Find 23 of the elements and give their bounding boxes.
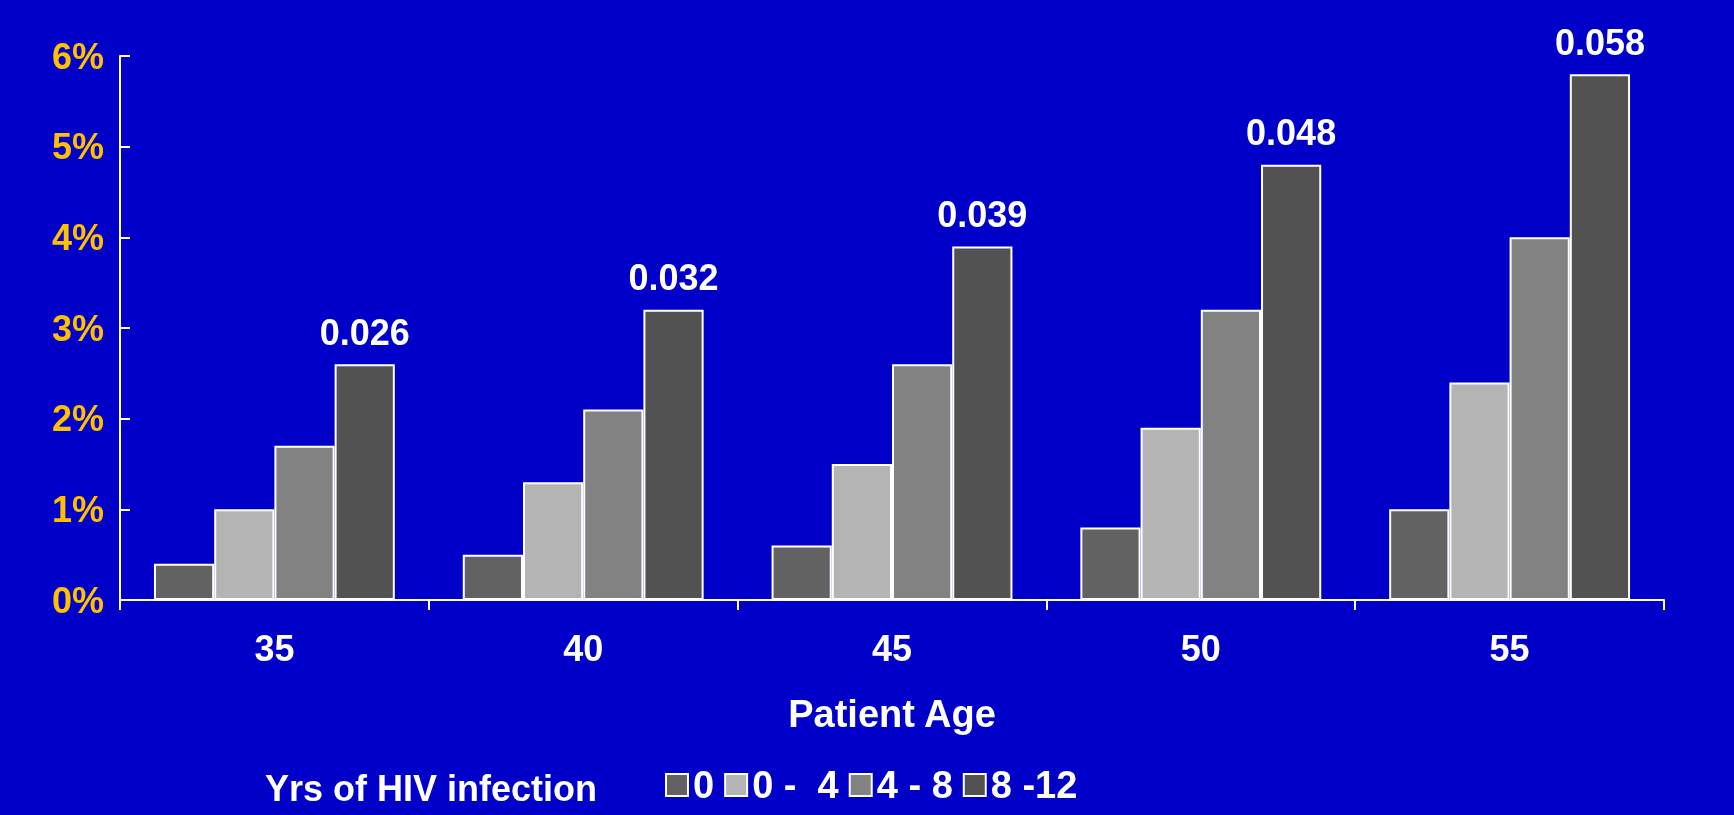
data-label: 0.026 xyxy=(319,311,410,353)
legend-label: 0 - 4 xyxy=(752,764,839,806)
y-tick-label: 3% xyxy=(51,307,104,349)
data-label: 0.039 xyxy=(937,193,1028,235)
x-tick-label: 55 xyxy=(1489,627,1530,669)
y-tick-label: 5% xyxy=(51,126,104,168)
x-tick-label: 45 xyxy=(871,627,913,669)
y-tick-label: 1% xyxy=(51,488,104,530)
x-axis-title: Patient Age xyxy=(788,693,996,735)
x-tick-label: 50 xyxy=(1180,627,1221,669)
y-tick-label: 0% xyxy=(51,579,104,621)
x-tick-label: 35 xyxy=(254,627,295,669)
legend-label: 8 -12 xyxy=(990,764,1078,806)
data-label: 0.032 xyxy=(628,257,719,299)
legend-label: 0 xyxy=(693,764,715,806)
legend-label: 4 - 8 xyxy=(876,764,953,806)
y-tick-label: 2% xyxy=(51,398,104,440)
x-tick-label: 40 xyxy=(563,627,604,669)
data-label: 0.058 xyxy=(1554,21,1645,63)
data-label: 0.048 xyxy=(1246,112,1337,154)
legend-title: Yrs of HIV infection xyxy=(265,767,598,809)
y-tick-label: 4% xyxy=(51,216,104,258)
y-tick-label: 6% xyxy=(51,35,104,77)
